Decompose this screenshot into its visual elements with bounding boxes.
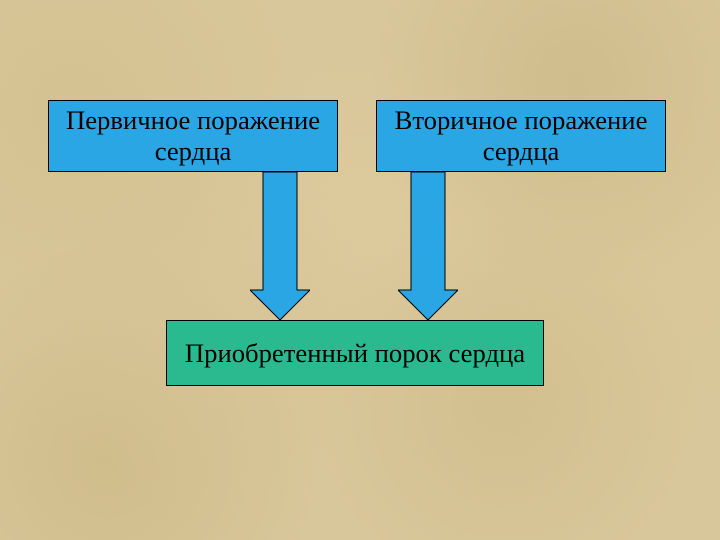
background-texture xyxy=(0,0,720,540)
node-primary: Первичное поражениесердца xyxy=(48,100,338,172)
arrow-secondary-to-acquired xyxy=(398,172,458,320)
node-secondary: Вторичное поражениесердца xyxy=(376,100,666,172)
node-acquired: Приобретенный порок сердца xyxy=(166,320,544,386)
node-secondary-label: Вторичное поражениесердца xyxy=(395,105,648,166)
node-primary-label: Первичное поражениесердца xyxy=(66,105,320,166)
node-acquired-label: Приобретенный порок сердца xyxy=(185,338,525,369)
arrow-primary-to-acquired xyxy=(250,172,310,320)
